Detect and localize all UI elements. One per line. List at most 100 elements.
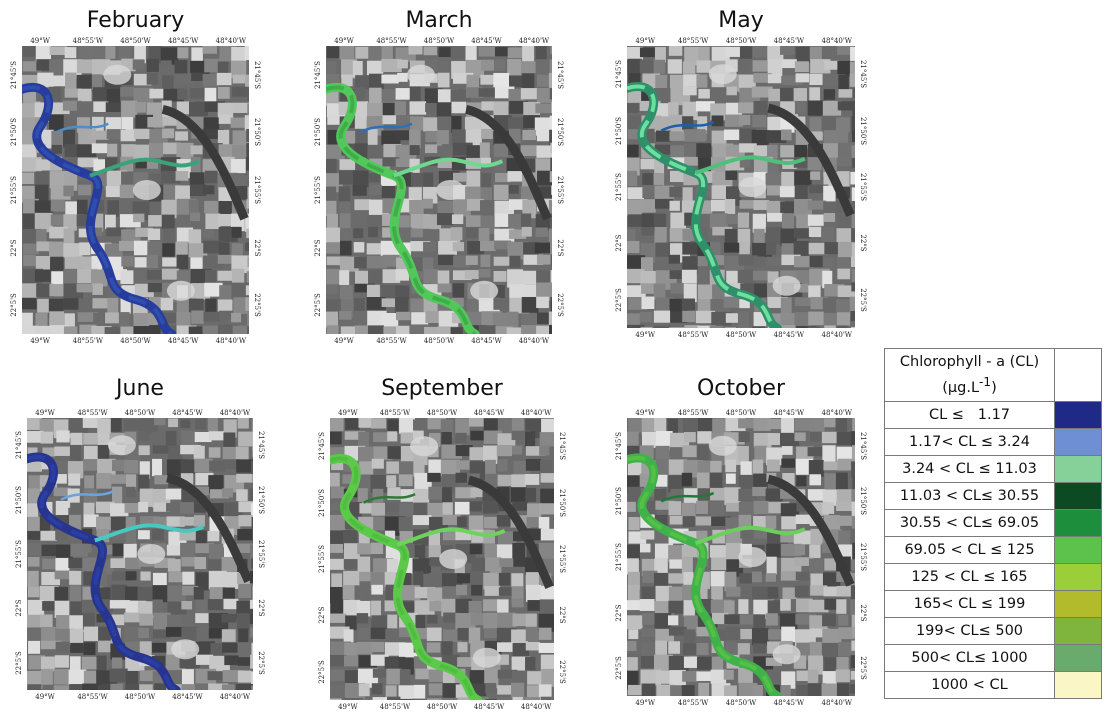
field-patch	[119, 240, 137, 251]
field-patch	[105, 214, 116, 230]
field-patch	[188, 199, 199, 216]
field-patch	[41, 626, 58, 645]
field-patch	[422, 229, 443, 244]
latitude-tick-label: 21°45'S	[859, 60, 867, 89]
field-patch	[400, 432, 421, 444]
field-patch	[655, 431, 673, 450]
field-patch	[247, 103, 249, 122]
field-patch	[382, 157, 400, 167]
field-patch	[195, 641, 215, 656]
field-patch	[524, 697, 540, 700]
urban-area	[137, 544, 166, 564]
field-patch	[726, 86, 737, 96]
field-patch	[428, 545, 443, 560]
field-patch	[724, 614, 744, 624]
field-patch	[76, 59, 94, 74]
field-patch	[849, 73, 855, 87]
field-patch	[354, 87, 365, 103]
field-patch	[696, 501, 708, 514]
field-patch	[427, 418, 446, 430]
field-patch	[27, 614, 45, 628]
field-patch	[538, 684, 552, 700]
longitude-tick-label: 48°45'W	[172, 409, 203, 417]
field-patch	[326, 89, 339, 106]
field-patch	[168, 418, 178, 428]
field-patch	[822, 489, 840, 506]
legend-class-label: 199< CL≤ 500	[884, 617, 1055, 645]
field-patch	[751, 326, 766, 328]
field-patch	[41, 544, 57, 556]
field-patch	[682, 61, 696, 74]
field-patch	[779, 186, 800, 198]
field-patch	[536, 270, 552, 284]
field-patch	[521, 313, 539, 326]
latitude-tick-label: 22°5'S	[314, 293, 322, 317]
field-patch	[794, 170, 812, 186]
field-patch	[204, 101, 226, 112]
longitude-tick-label: 48°40'W	[821, 37, 852, 45]
longitude-tick-label: 49°W	[338, 409, 358, 417]
field-patch	[34, 269, 51, 282]
field-patch	[428, 486, 444, 500]
field-patch	[453, 255, 470, 268]
field-patch	[436, 213, 454, 225]
field-patch	[106, 269, 128, 281]
field-patch	[371, 458, 384, 469]
field-patch	[511, 474, 526, 488]
field-patch	[627, 268, 645, 284]
field-patch	[162, 75, 174, 94]
field-patch	[753, 200, 770, 210]
field-patch	[656, 474, 668, 487]
field-patch	[821, 683, 841, 696]
field-patch	[251, 671, 253, 689]
field-patch	[236, 459, 253, 473]
field-patch	[824, 60, 840, 70]
field-patch	[91, 74, 103, 91]
field-patch	[767, 296, 788, 308]
field-patch	[179, 516, 198, 526]
legend-color-swatch	[1054, 536, 1102, 564]
field-patch	[181, 601, 193, 610]
field-patch	[83, 514, 99, 528]
field-patch	[478, 228, 490, 245]
latitude-tick-label: 21°55'S	[859, 542, 867, 572]
field-patch	[453, 172, 467, 182]
field-patch	[139, 461, 150, 480]
field-patch	[506, 327, 526, 334]
field-patch	[188, 326, 204, 334]
field-patch	[779, 432, 800, 447]
field-patch	[120, 270, 134, 285]
field-patch	[438, 241, 457, 255]
field-patch	[105, 102, 121, 113]
field-patch	[246, 170, 249, 180]
latitude-tick-label: 21°50'S	[314, 118, 322, 147]
field-patch	[821, 46, 841, 63]
longitude-tick-label: 48°55'W	[379, 409, 411, 417]
field-patch	[838, 530, 851, 548]
field-patch	[668, 254, 680, 264]
field-patch	[711, 516, 732, 527]
field-patch	[851, 614, 855, 634]
field-patch	[413, 430, 424, 440]
field-patch	[639, 311, 653, 323]
field-patch	[250, 627, 253, 638]
field-patch	[550, 270, 552, 285]
field-patch	[767, 600, 781, 616]
field-patch	[62, 100, 82, 111]
field-patch	[217, 129, 230, 148]
field-patch	[22, 172, 35, 184]
field-patch	[245, 213, 249, 232]
field-patch	[740, 529, 755, 539]
field-patch	[497, 669, 518, 679]
field-patch	[795, 458, 814, 475]
field-patch	[111, 584, 128, 600]
field-patch	[485, 682, 497, 694]
field-patch	[202, 325, 219, 334]
field-patch	[766, 543, 782, 558]
field-patch	[56, 430, 70, 443]
field-patch	[538, 627, 552, 640]
right-ticks-column: 21°45'S 21°50'S 21°55'S 22°S 22°5'S	[556, 46, 564, 334]
field-patch	[739, 614, 760, 625]
longitude-tick-label: 48°45'W	[471, 337, 502, 345]
field-patch	[221, 684, 235, 690]
